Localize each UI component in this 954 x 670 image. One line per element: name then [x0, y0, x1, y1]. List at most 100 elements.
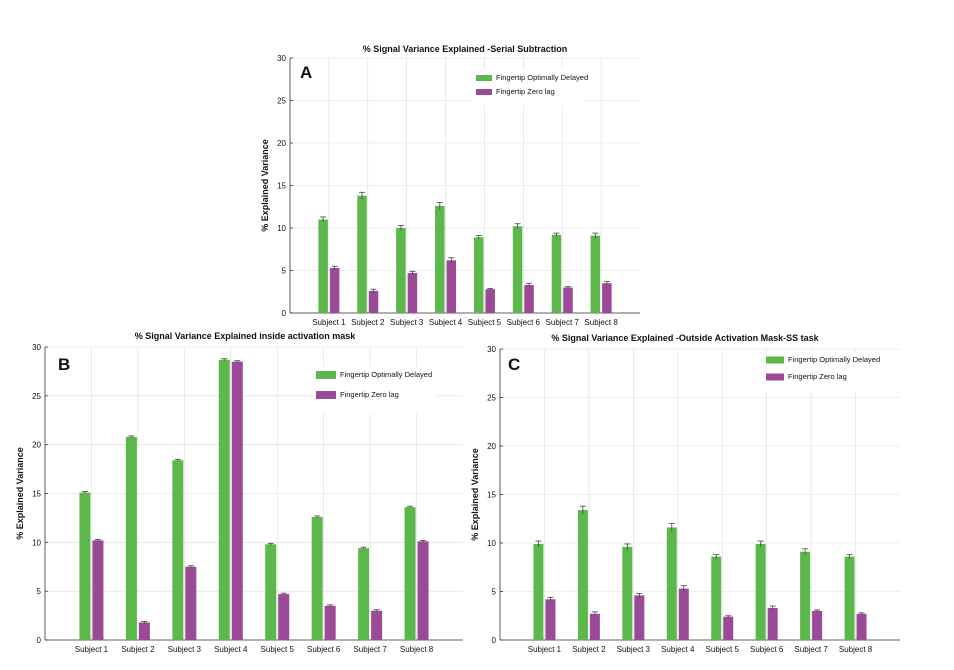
panel-c-x-tick-label: Subject 3 [617, 645, 651, 654]
panel-c-y-tick-label: 30 [487, 345, 496, 354]
panel-b-bar-optimally-delayed [311, 516, 323, 640]
panel-a-y-tick-label: 25 [277, 97, 286, 106]
panel-b-bar-zero-lag [185, 566, 197, 640]
panel-b-legend-swatch-zero-lag [316, 391, 336, 399]
panel-c-bar-zero-lag [678, 588, 689, 640]
panel-a-y-tick-label: 0 [282, 309, 287, 318]
panel-c-y-tick-label: 5 [492, 588, 497, 597]
panel-a-bar-optimally-delayed [590, 235, 601, 313]
panel-a-bar-zero-lag [602, 283, 612, 313]
panel-a-letter: A [300, 63, 312, 82]
panel-a-bar-optimally-delayed [396, 228, 406, 313]
panel-b-y-tick-label: 10 [32, 538, 41, 547]
panel-a-y-tick-label: 15 [277, 182, 286, 191]
panel-a-x-tick-label: Subject 6 [507, 318, 541, 327]
panel-c-bar-optimally-delayed [577, 510, 588, 640]
panel-c-x-tick-label: Subject 1 [528, 645, 562, 654]
panel-a-legend-label-optimally-delayed: Fingertip Optimally Delayed [496, 73, 588, 82]
panel-b-bar-optimally-delayed [265, 544, 277, 640]
panel-b-chart: 0 5 10 15 20 25 30 Subject 1 Subject 2 Subject 3 S… [15, 331, 463, 654]
panel-b-x-tick-label: Subject 1 [75, 645, 109, 654]
panel-a-x-tick-label: Subject 7 [546, 318, 580, 327]
panel-b-bar-optimally-delayed [172, 460, 184, 640]
panel-a-title: % Signal Variance Explained -Serial Subt… [363, 44, 568, 54]
panel-c-chart: 0 5 10 15 20 25 30 Subject 1 Subject 2 Subject 3 S… [470, 333, 900, 654]
panel-b-title: % Signal Variance Explained inside activ… [135, 331, 357, 341]
panel-b-x-tick-label: Subject 5 [261, 645, 295, 654]
panel-a-y-tick-label: 5 [282, 267, 287, 276]
panel-a-bar-optimally-delayed [551, 234, 562, 313]
panel-b-y-tick-label: 5 [37, 587, 42, 596]
panel-a-legend-label-zero-lag: Fingertip Zero lag [496, 87, 555, 96]
panel-b-bar-zero-lag [324, 605, 336, 640]
panel-b-letter: B [58, 355, 70, 374]
panel-b-x-tick-label: Subject 6 [307, 645, 341, 654]
panel-a-bar-optimally-delayed [435, 205, 445, 313]
panel-b-bar-zero-lag [231, 361, 243, 640]
panel-a-bar-zero-lag [368, 290, 379, 313]
panel-b-legend-label-zero-lag: Fingertip Zero lag [340, 390, 399, 399]
panel-b-x-tick-label: Subject 7 [353, 645, 387, 654]
panel-a-x-tick-label: Subject 3 [390, 318, 424, 327]
panel-a-legend-swatch-zero-lag [476, 89, 492, 95]
panel-c-bar-optimally-delayed [800, 551, 811, 640]
panel-b-y-tick-label: 15 [32, 490, 41, 499]
panel-b-y-tick-label: 25 [32, 392, 41, 401]
panel-c-bar-zero-lag [812, 610, 823, 640]
panel-b-legend-swatch-optimally-delayed [316, 371, 336, 379]
panel-c-legend-swatch-zero-lag [766, 373, 784, 381]
panel-c-bar-zero-lag [545, 599, 556, 640]
panel-c-bar-optimally-delayed [622, 546, 633, 640]
panel-b-legend-label-optimally-delayed: Fingertip Optimally Delayed [340, 370, 432, 379]
panel-c-title: % Signal Variance Explained -Outside Act… [551, 333, 819, 343]
panel-c-y-tick-label: 0 [492, 636, 497, 645]
panel-b-bar-zero-lag [138, 622, 150, 640]
panel-b-bar-optimally-delayed [125, 436, 137, 640]
panel-a-bar-zero-lag [563, 287, 573, 313]
panel-a-x-tick-label: Subject 2 [351, 318, 385, 327]
panel-b-x-tick-label: Subject 3 [168, 645, 202, 654]
panel-c-bar-zero-lag [589, 613, 600, 640]
panel-a-bar-zero-lag [407, 273, 418, 313]
panel-c-x-tick-label: Subject 7 [794, 645, 828, 654]
panel-c-bar-optimally-delayed [666, 527, 677, 640]
panel-c-bar-optimally-delayed [844, 556, 855, 640]
panel-c-bar-zero-lag [856, 613, 867, 640]
panel-b-x-tick-label: Subject 8 [400, 645, 434, 654]
panel-c-y-tick-label: 15 [487, 491, 496, 500]
panel-a-y-tick-label: 20 [277, 139, 286, 148]
panel-b-y-axis-label: % Explained Variance [15, 447, 25, 540]
panel-c-x-tick-label: Subject 2 [572, 645, 606, 654]
panel-b-bar-optimally-delayed [358, 548, 370, 640]
panel-a-chart: 0 5 10 15 20 25 30 Subject 1 Subject 2 Subject 3 S… [260, 44, 640, 327]
panel-a-bar-zero-lag [446, 260, 457, 313]
panel-b-bar-optimally-delayed [404, 507, 416, 640]
panel-c-bar-zero-lag [634, 595, 645, 640]
panel-c-x-tick-label: Subject 5 [706, 645, 740, 654]
panel-c-y-tick-label: 10 [487, 539, 496, 548]
panel-b-y-tick-label: 0 [37, 636, 42, 645]
panel-a-bar-optimally-delayed [473, 237, 484, 313]
panel-c-bar-zero-lag [767, 607, 778, 640]
panel-b-bar-zero-lag [417, 541, 429, 640]
panel-a-x-tick-label: Subject 1 [312, 318, 346, 327]
panel-b-y-tick-label: 30 [32, 343, 41, 352]
panel-c-legend-label-zero-lag: Fingertip Zero lag [788, 372, 847, 381]
panel-c-legend-label-optimally-delayed: Fingertip Optimally Delayed [788, 355, 880, 364]
panel-c-bar-optimally-delayed [755, 543, 766, 640]
panel-b-bar-zero-lag [278, 594, 290, 640]
panel-a-bar-zero-lag [329, 267, 340, 313]
panel-a-x-tick-label: Subject 4 [429, 318, 463, 327]
panel-c-y-axis-label: % Explained Variance [470, 448, 480, 541]
panel-a-y-axis-label: % Explained Variance [260, 139, 270, 232]
panel-a-y-tick-label: 10 [277, 224, 286, 233]
panel-a-bar-zero-lag [524, 284, 534, 313]
panel-a-y-tick-label: 30 [277, 54, 286, 63]
panel-b-bar-optimally-delayed [218, 359, 230, 640]
panel-c-y-tick-label: 20 [487, 442, 496, 451]
panel-a-x-tick-label: Subject 8 [584, 318, 618, 327]
panel-c-letter: C [508, 355, 520, 374]
panel-b-x-tick-label: Subject 2 [121, 645, 155, 654]
